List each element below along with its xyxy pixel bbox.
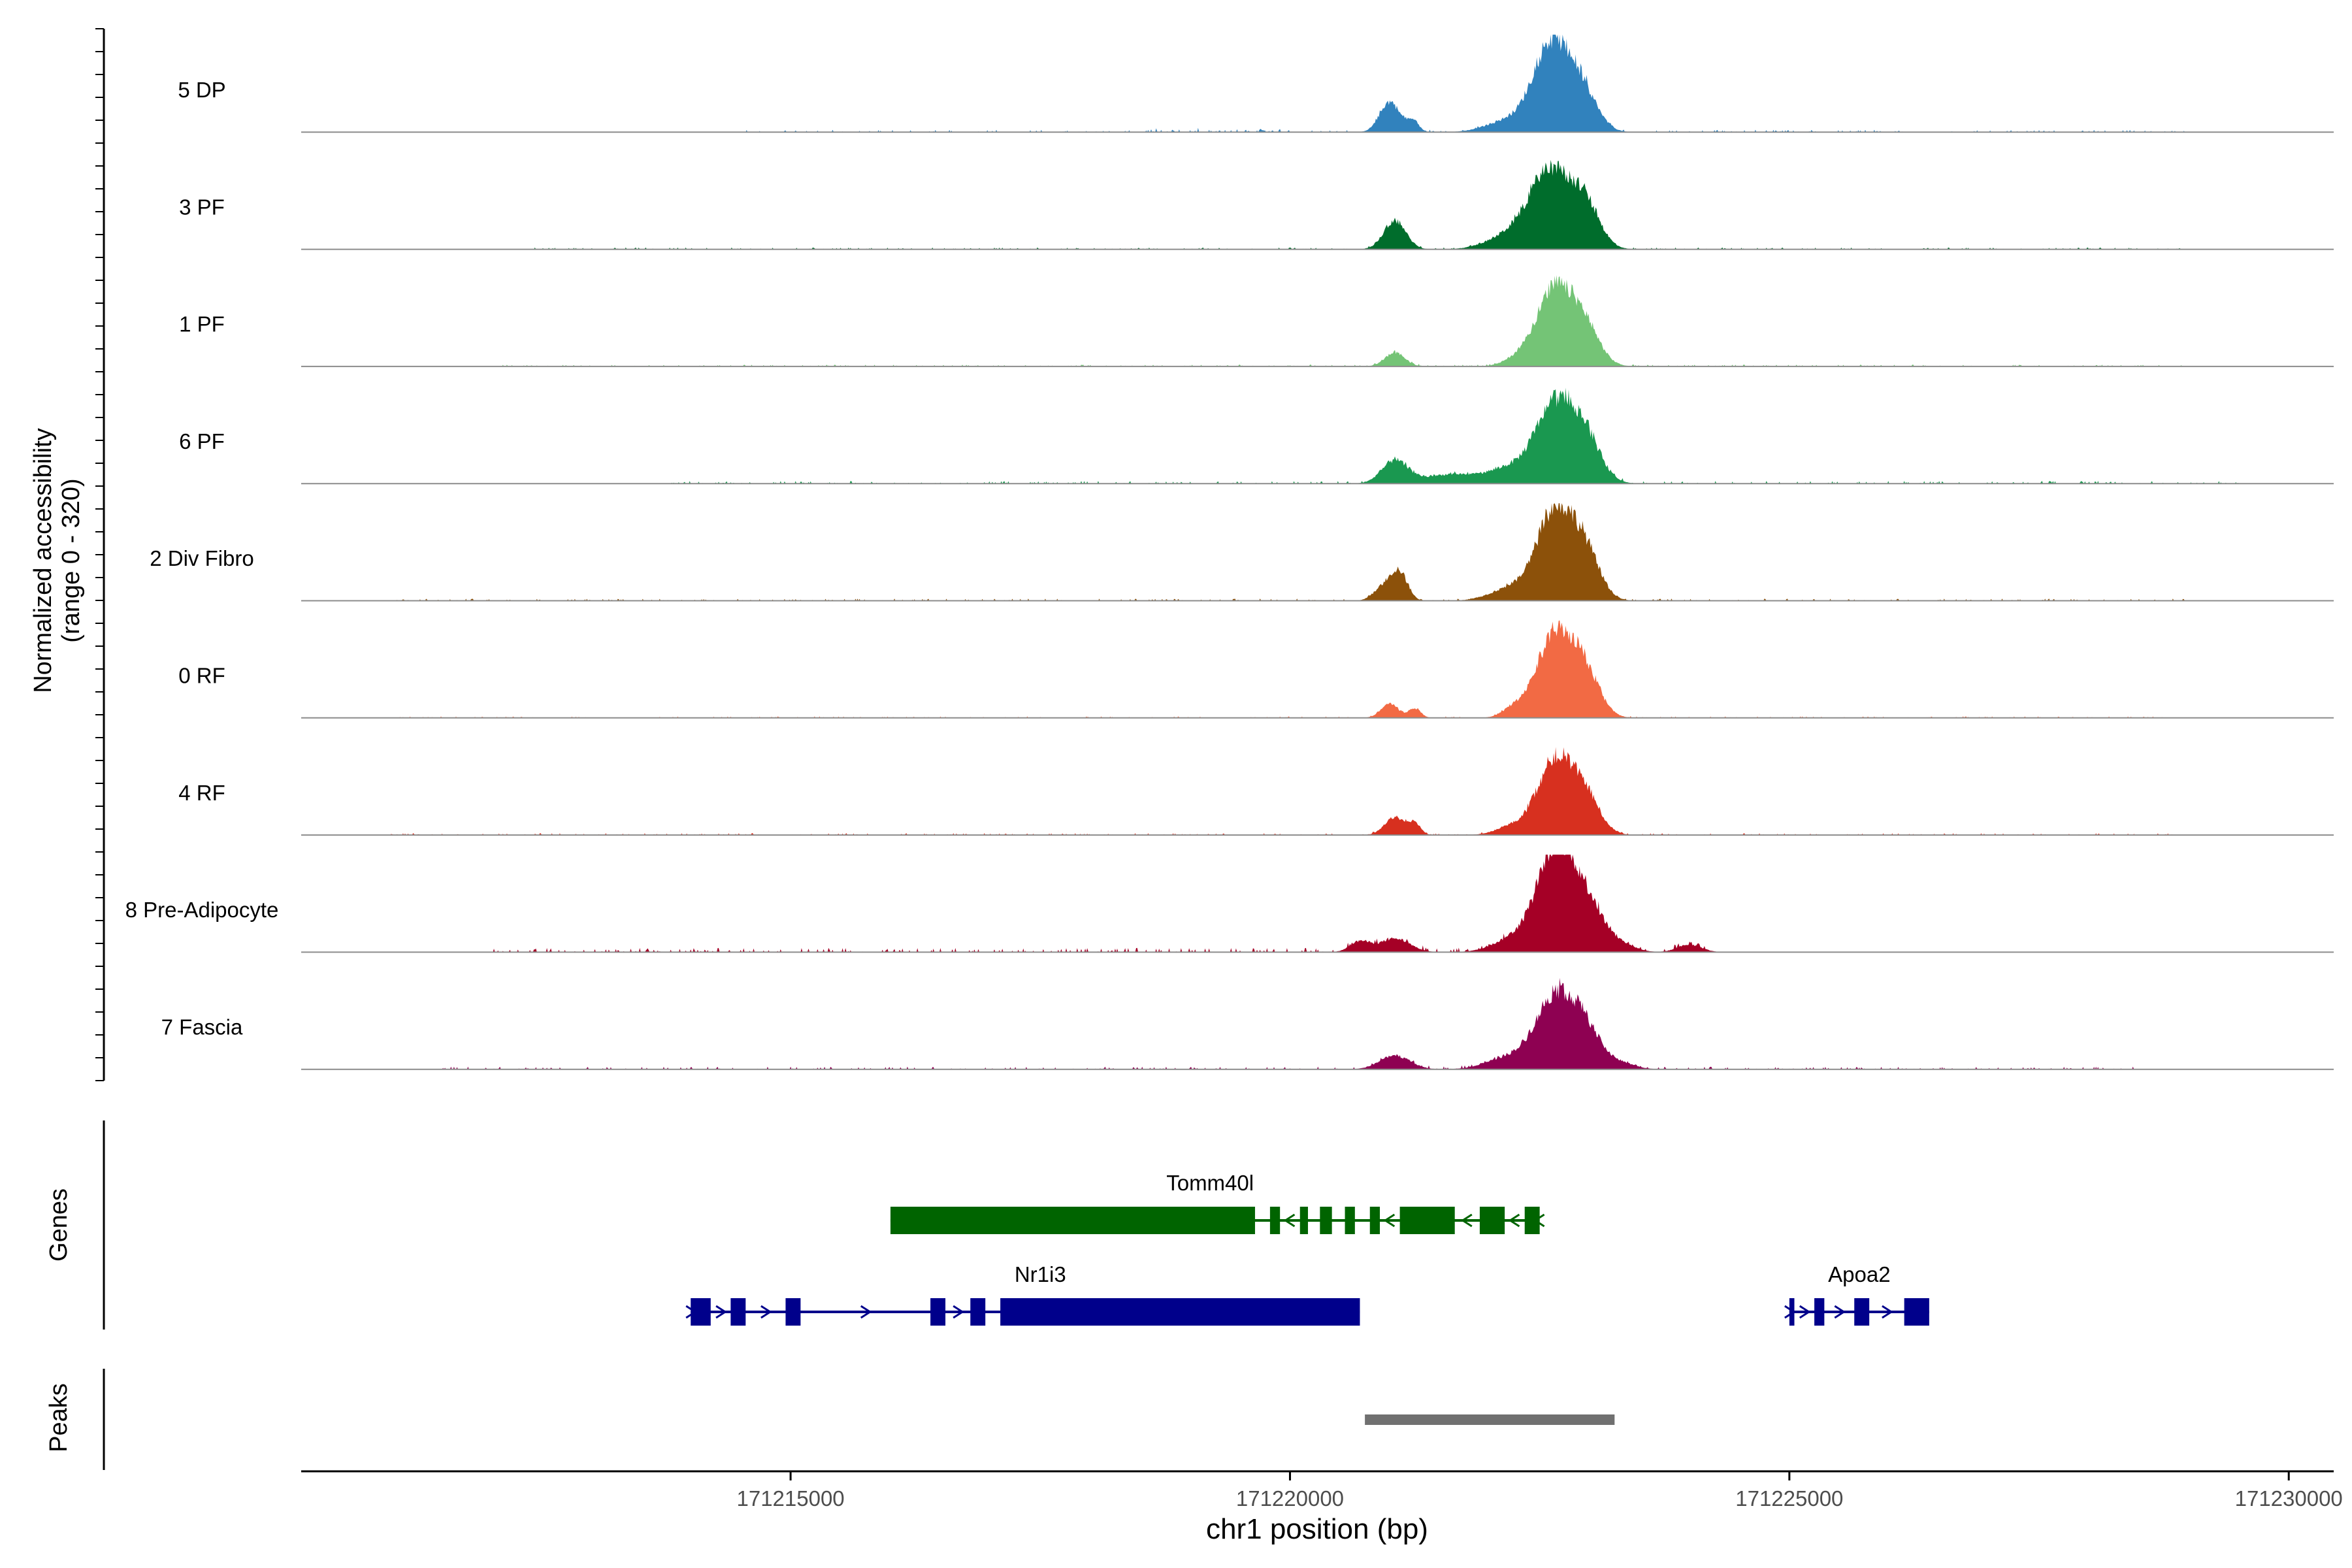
coverage-area — [301, 503, 2334, 601]
strand-arrow — [860, 1305, 872, 1319]
gene-exon — [1904, 1298, 1929, 1326]
coverage-track: 7 Fascia — [161, 977, 2334, 1070]
strand-arrow — [1383, 1213, 1396, 1228]
gene-label: Apoa2 — [1828, 1262, 1890, 1286]
strand-arrow — [953, 1305, 964, 1319]
track-label: 7 Fascia — [161, 1015, 243, 1039]
y-axis-title-line1: Normalized accessibility — [29, 428, 57, 693]
genes-panel: Tomm40l Nr1i3 Apoa2 — [685, 1171, 1929, 1326]
coverage-track: 2 Div Fibro — [150, 503, 2334, 602]
coverage-track: 3 PF — [179, 159, 2334, 250]
coverage-track: 1 PF — [179, 275, 2334, 367]
y-axis-title-line2: (range 0 - 320) — [57, 478, 85, 642]
strand-arrow — [715, 1305, 727, 1319]
coverage-area — [301, 387, 2334, 484]
track-label: 4 RF — [178, 781, 225, 805]
gene-exon — [1399, 1207, 1455, 1234]
coverage-track: 8 Pre-Adipocyte — [125, 855, 2334, 953]
coverage-track: 0 RF — [178, 620, 2334, 719]
gene-exon — [890, 1207, 1255, 1234]
gene-exon — [1299, 1207, 1308, 1234]
coverage-track: 4 RF — [178, 747, 2334, 836]
genes-panel-label: Genes — [45, 1188, 73, 1262]
strand-arrow — [1283, 1213, 1296, 1228]
x-tick-label: 171230000 — [2235, 1486, 2343, 1511]
track-label: 6 PF — [179, 429, 225, 453]
track-label: 5 DP — [178, 78, 225, 102]
track-label: 8 Pre-Adipocyte — [125, 898, 279, 922]
track-label: 2 Div Fibro — [150, 546, 254, 570]
gene-exon — [1369, 1207, 1380, 1234]
peak-region — [1365, 1414, 1615, 1425]
gene-exon — [1345, 1207, 1355, 1234]
gene-model: Nr1i3 — [685, 1262, 1360, 1326]
track-label: 0 RF — [178, 664, 225, 688]
coverage-track: 6 PF — [179, 387, 2334, 485]
coverage-track: 5 DP — [178, 35, 2334, 133]
gene-exon — [1479, 1207, 1505, 1234]
coverage-area — [301, 977, 2334, 1070]
gene-model: Tomm40l — [890, 1171, 1545, 1234]
strand-arrow — [1461, 1213, 1473, 1228]
peaks-panel-label: Peaks — [45, 1383, 73, 1452]
gene-exon — [1320, 1207, 1332, 1234]
coverage-area — [301, 747, 2334, 836]
gene-exon — [1789, 1298, 1795, 1326]
gene-exon — [785, 1298, 801, 1326]
gene-exon — [1000, 1298, 1360, 1326]
strand-arrow — [1834, 1305, 1846, 1319]
gene-exon — [1269, 1207, 1281, 1234]
coverage-area — [301, 855, 2334, 953]
gene-exon — [1814, 1298, 1825, 1326]
coverage-area — [301, 620, 2334, 718]
x-tick-label: 171225000 — [1735, 1486, 1843, 1511]
strand-arrow — [1799, 1305, 1811, 1319]
x-axis-title: chr1 position (bp) — [1206, 1513, 1428, 1545]
gene-label: Nr1i3 — [1015, 1262, 1066, 1286]
gene-exon — [970, 1298, 986, 1326]
gene-exon — [1854, 1298, 1870, 1326]
gene-exon — [730, 1298, 746, 1326]
gene-model: Apoa2 — [1784, 1262, 1929, 1326]
x-tick-label: 171220000 — [1236, 1486, 1344, 1511]
x-tick-label: 171215000 — [736, 1486, 844, 1511]
x-axis-ticks: 171215000 171220000 171225000 171230000 — [736, 1471, 2343, 1511]
track-label: 3 PF — [179, 195, 225, 219]
peaks-panel — [1365, 1414, 1615, 1425]
track-label: 1 PF — [179, 312, 225, 336]
gene-exon — [1524, 1207, 1540, 1234]
gene-exon — [930, 1298, 946, 1326]
coverage-area — [301, 159, 2334, 250]
strand-arrow — [1508, 1213, 1520, 1228]
strand-arrow — [760, 1305, 772, 1319]
coverage-area — [301, 275, 2334, 367]
coverage-y-ticks — [95, 28, 104, 1081]
coverage-area — [301, 35, 2334, 133]
strand-arrow — [1882, 1305, 1893, 1319]
coverage-tracks: 5 DP 3 PF 1 PF 6 PF 2 Div Fibro 0 RF 4 RF 8 Pre… — [125, 35, 2334, 1070]
gene-label: Tomm40l — [1166, 1171, 1254, 1195]
gene-exon — [691, 1298, 711, 1326]
